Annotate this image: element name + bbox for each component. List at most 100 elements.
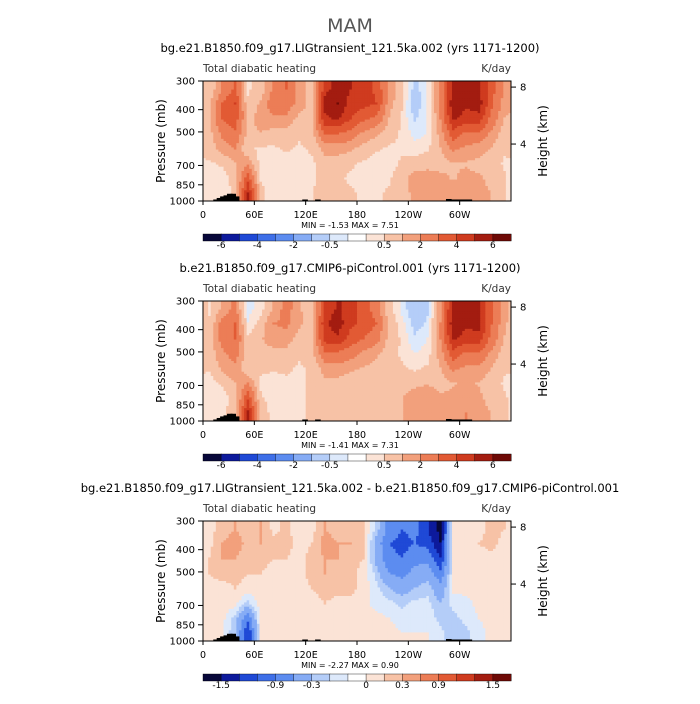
heat-cell — [251, 93, 255, 97]
heat-cell — [454, 83, 458, 86]
heat-cell — [323, 89, 327, 93]
heat-cell — [410, 89, 414, 93]
heat-cell — [462, 91, 466, 95]
heat-cell — [480, 91, 484, 95]
heat-cell — [223, 93, 227, 97]
heat-cell — [285, 93, 289, 97]
heat-cell — [505, 83, 509, 86]
heat-cell — [346, 91, 350, 95]
heat-cell — [434, 87, 437, 90]
heat-cell — [493, 91, 496, 95]
heat-cell — [482, 83, 486, 86]
heat-cell — [505, 93, 509, 97]
heat-cell — [346, 96, 350, 99]
heat-cell — [398, 93, 402, 97]
heat-cell — [385, 87, 389, 90]
heat-cell — [392, 96, 396, 99]
heat-cell — [280, 96, 283, 99]
heat-cell — [262, 91, 265, 95]
heat-cell — [367, 98, 371, 101]
heat-cell — [357, 93, 360, 97]
heat-cell — [354, 91, 358, 95]
heat-cell — [374, 93, 378, 97]
heat-cell — [503, 87, 507, 90]
heat-cell — [231, 91, 235, 95]
heat-cell — [220, 87, 224, 90]
heat-cell — [475, 96, 479, 99]
heat-cell — [231, 87, 235, 90]
heat-cell — [421, 91, 425, 95]
heat-cell — [482, 91, 486, 95]
heat-cell — [418, 93, 422, 97]
heat-cell — [475, 98, 479, 101]
heat-cell — [346, 87, 350, 90]
heat-cell — [418, 96, 422, 99]
heat-cell — [226, 98, 230, 101]
heat-cell — [446, 87, 450, 90]
heat-cell — [272, 89, 276, 93]
heat-cell — [331, 96, 335, 99]
heat-cell — [423, 83, 427, 86]
heat-cell — [508, 81, 512, 84]
heat-cell — [390, 93, 394, 97]
heat-cell — [346, 93, 350, 97]
heat-cell — [367, 89, 371, 93]
heat-cell — [251, 85, 255, 88]
heat-cell — [485, 83, 489, 86]
heat-cell — [467, 85, 471, 88]
heat-cell — [282, 93, 286, 97]
heat-cell — [398, 91, 402, 95]
heat-cell — [374, 83, 378, 86]
heat-cell — [259, 89, 263, 93]
heat-cell — [374, 85, 378, 88]
heat-cell — [246, 89, 250, 93]
heat-cell — [400, 96, 404, 99]
heat-cell — [475, 81, 479, 84]
heat-cell — [228, 96, 232, 99]
heat-cell — [256, 81, 260, 84]
heat-cell — [418, 83, 422, 86]
heat-cell — [213, 93, 217, 97]
heat-cell — [244, 98, 248, 101]
heat-cell — [213, 98, 217, 101]
heat-cell — [277, 83, 281, 86]
heat-cell — [503, 93, 507, 97]
heat-cell — [495, 91, 499, 95]
heat-cell — [233, 89, 237, 93]
heat-cell — [475, 87, 479, 90]
heat-cell — [387, 93, 391, 97]
heat-cell — [274, 87, 278, 90]
heat-cell — [446, 85, 450, 88]
heat-cell — [364, 98, 368, 101]
heat-cell — [441, 85, 445, 88]
heat-cell — [364, 83, 368, 86]
heat-cell — [223, 89, 227, 93]
heat-cell — [220, 89, 224, 93]
heat-cell — [362, 85, 366, 88]
heat-cell — [505, 91, 509, 95]
heat-cell — [464, 89, 468, 93]
heat-cell — [410, 93, 414, 97]
heat-cell — [413, 85, 417, 88]
heat-cell — [374, 96, 378, 99]
heat-cell — [459, 93, 463, 97]
heat-cell — [487, 87, 491, 90]
heat-cell — [421, 81, 425, 84]
heat-cell — [213, 81, 217, 84]
heat-cell — [277, 89, 281, 93]
heat-cell — [475, 91, 479, 95]
heat-cell — [362, 81, 366, 84]
heat-cell — [500, 93, 504, 97]
left-label: Total diabatic heating — [202, 63, 316, 75]
heat-cell — [244, 96, 248, 99]
heat-cell — [249, 91, 253, 95]
heat-cell — [344, 96, 348, 99]
heat-cell — [264, 91, 268, 95]
heat-cell — [400, 93, 404, 97]
heat-cell — [241, 89, 245, 93]
heat-cell — [259, 85, 263, 88]
heat-cell — [449, 85, 453, 88]
heat-cell — [395, 83, 399, 86]
heat-cell — [256, 96, 260, 99]
heat-cell — [487, 85, 491, 88]
